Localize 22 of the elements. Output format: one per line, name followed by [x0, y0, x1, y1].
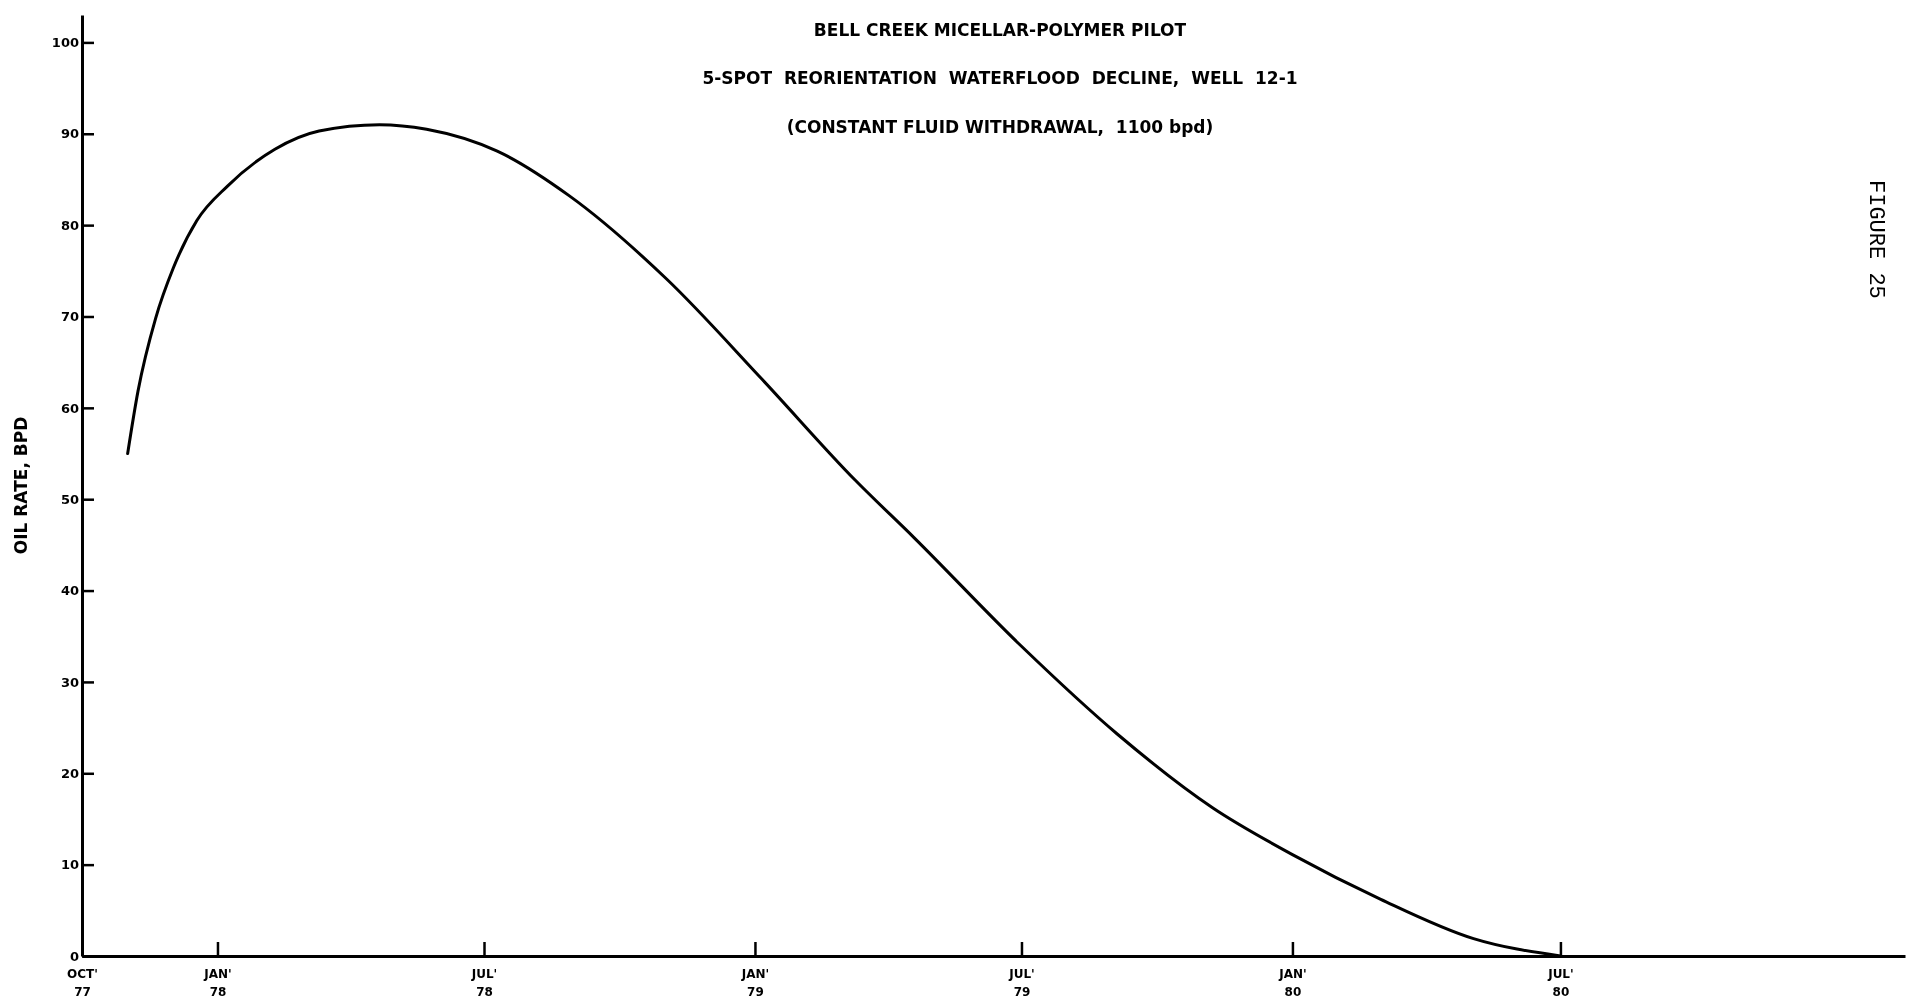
y-tick-label: 30: [60, 674, 79, 690]
x-tick-label: OCT' 77: [67, 967, 98, 999]
y-tick-label: 100: [51, 35, 79, 51]
y-tick-label: 80: [60, 217, 79, 233]
x-tick-label: JAN' 80: [1278, 967, 1307, 999]
x-tick-label: JAN' 78: [203, 967, 232, 999]
x-tick-label: JUL' 79: [1008, 967, 1035, 999]
x-tick-label: JUL' 78: [470, 967, 498, 999]
chart-title: BELL CREEK MICELLAR-POLYMER PILOT: [813, 20, 1187, 40]
annotation: FIGURE 25: [1863, 180, 1888, 299]
y-tick-label: 40: [60, 583, 79, 599]
x-tick-label: JAN' 79: [740, 967, 770, 999]
y-tick-label: 90: [60, 126, 79, 142]
y-axis-title: OIL RATE, BPD: [11, 416, 31, 555]
y-tick-label: 0: [69, 948, 79, 964]
y-tick-label: 50: [60, 491, 79, 507]
y-tick-label: 70: [60, 309, 79, 325]
y-tick-label: 60: [60, 400, 79, 416]
y-tick-label: 10: [60, 857, 79, 873]
x-tick-label: JUL' 80: [1547, 967, 1574, 999]
text: 5-SPOT REORIENTATION WATERFLOOD DECLINE, WELL 12-1 (CONSTANT FLUID WITHDRAWAL, 1100 bpd): [702, 68, 1298, 137]
y-tick-label: 20: [60, 765, 79, 781]
